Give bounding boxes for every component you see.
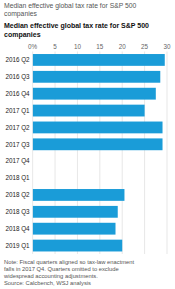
category-label: 2018 Q1 bbox=[5, 174, 30, 182]
subtitle-line: companies bbox=[4, 10, 37, 18]
subtitle: Median effective global tax rate for S&P… bbox=[4, 2, 137, 18]
category-label: 2016 Q3 bbox=[5, 73, 30, 81]
bar bbox=[33, 155, 34, 167]
bar bbox=[33, 240, 123, 252]
bar bbox=[33, 138, 163, 150]
note: Note: Fiscal quarters aligned so tax-law… bbox=[3, 259, 135, 286]
tick-label: 25 bbox=[141, 43, 149, 50]
category-label: 2019 Q1 bbox=[5, 242, 30, 250]
category-label: 2017 Q1 bbox=[5, 107, 30, 115]
tick-label: 30 bbox=[163, 43, 171, 50]
title: Median effective global tax rate for S&P… bbox=[4, 22, 149, 39]
category-label: 2018 Q3 bbox=[5, 208, 30, 216]
note-line: falls in 2017 Q4. Quarters omitted to ex… bbox=[4, 266, 119, 272]
bar bbox=[33, 223, 116, 235]
bars bbox=[33, 54, 165, 251]
tick-label: 15 bbox=[96, 43, 104, 50]
grid-line bbox=[167, 52, 168, 255]
category-label: 2018 Q4 bbox=[5, 225, 30, 233]
note-line: Note: Fiscal quarters aligned so tax-law… bbox=[4, 259, 135, 265]
plot bbox=[33, 52, 167, 255]
chart: Median effective global tax rate for S&P… bbox=[0, 0, 175, 289]
category-label: 2016 Q4 bbox=[5, 90, 30, 98]
tick-label: 0% bbox=[28, 43, 38, 50]
title-line: companies bbox=[4, 31, 41, 39]
bar bbox=[33, 105, 145, 117]
bar bbox=[33, 54, 165, 66]
bar bbox=[33, 172, 34, 184]
category-label: 2017 Q2 bbox=[5, 124, 30, 132]
bar bbox=[33, 122, 163, 134]
category-label: 2016 Q2 bbox=[5, 56, 30, 64]
title-line: Median effective global tax rate for S&P… bbox=[4, 22, 149, 30]
bar bbox=[33, 71, 161, 83]
category-label: 2017 Q4 bbox=[5, 157, 30, 165]
tick-label: 10 bbox=[74, 43, 82, 50]
note-line: widespread accounting adjustments. bbox=[3, 273, 98, 279]
bar bbox=[33, 88, 156, 100]
bar bbox=[33, 189, 125, 201]
tick-label: 5 bbox=[53, 43, 57, 50]
bar bbox=[33, 206, 118, 218]
category-label: 2018 Q2 bbox=[5, 191, 30, 199]
tick-label: 20 bbox=[119, 43, 127, 50]
note-line: Source: Calcbench, WSJ analysis bbox=[4, 280, 91, 286]
subtitle-line: Median effective global tax rate for S&P… bbox=[4, 2, 137, 10]
category-label: 2017 Q3 bbox=[5, 141, 30, 149]
